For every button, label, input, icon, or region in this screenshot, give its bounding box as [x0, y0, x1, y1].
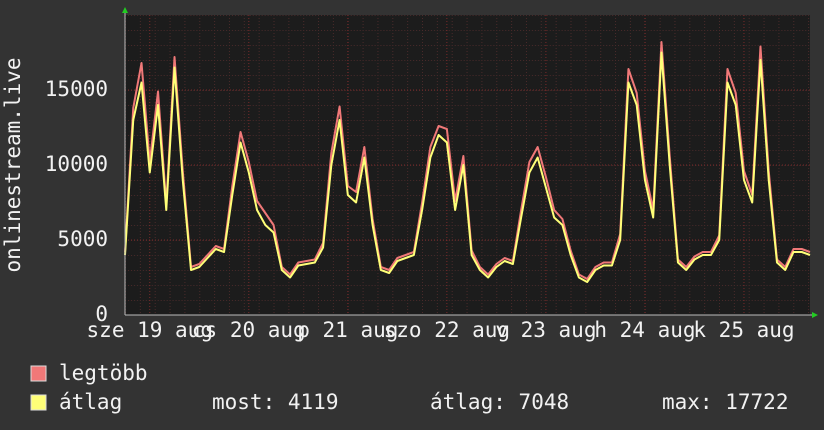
y-tick-label: 0 — [95, 302, 108, 326]
stat-value: 4119 — [288, 390, 339, 414]
series-line — [124, 51, 811, 283]
lines — [124, 41, 811, 283]
legend-swatch — [30, 365, 47, 382]
x-arrow — [812, 312, 818, 318]
x-tick-label: cs 20 aug — [192, 318, 306, 342]
legend-swatch — [30, 394, 47, 411]
stat-value: 7048 — [519, 390, 570, 414]
x-tick-label: sze 19 aug — [87, 318, 213, 342]
legend-label: átlag — [59, 390, 122, 414]
x-tick-label: k 25 aug — [693, 318, 794, 342]
y-tick-label: 5000 — [57, 227, 108, 251]
x-tick-label: p 21 aug — [297, 318, 398, 342]
x-tick-label: szo 22 aug — [384, 318, 510, 342]
y-tick-label: 15000 — [45, 77, 108, 101]
x-tick-label: v 23 aug — [495, 318, 596, 342]
stat-label: most: — [212, 390, 275, 414]
stat-value: 17722 — [725, 390, 788, 414]
legend: legtöbb átlag most: 4119 átlag: 7048 max: 17722 — [30, 361, 788, 414]
y-tick-label: 10000 — [45, 152, 108, 176]
stat-label: átlag: — [430, 390, 506, 414]
x-tick-label: h 24 aug — [594, 318, 695, 342]
y-axis-label: onlinestream.live — [1, 58, 25, 273]
stat-label: max: — [662, 390, 713, 414]
legend-label: legtöbb — [59, 361, 148, 385]
y-arrow — [122, 7, 128, 13]
